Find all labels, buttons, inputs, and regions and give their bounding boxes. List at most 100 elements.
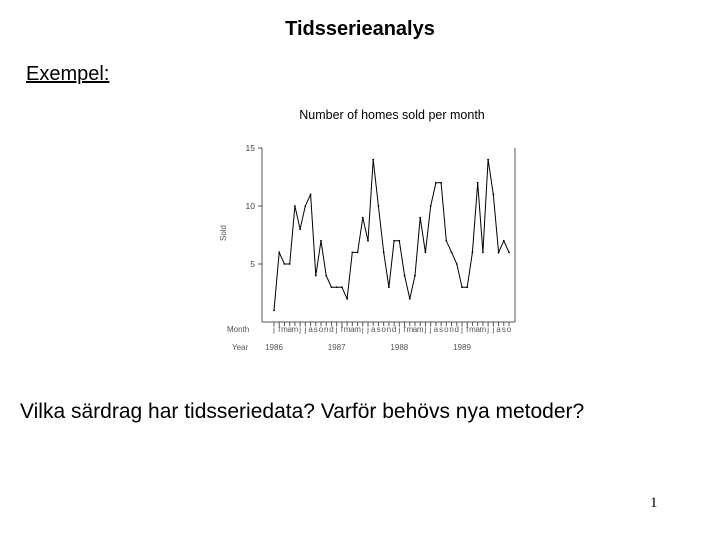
data-point	[508, 251, 510, 254]
month-tick-label: a	[475, 325, 480, 334]
month-tick-label: o	[381, 325, 386, 334]
month-tick-label: j	[361, 325, 364, 334]
data-point	[497, 251, 500, 254]
year-tick-label: 1987	[328, 343, 346, 352]
page-number: 1	[650, 495, 658, 511]
data-point	[387, 286, 390, 289]
data-point	[382, 251, 385, 254]
month-tick-label: s	[439, 325, 443, 334]
data-point	[367, 239, 369, 242]
month-tick-label: j	[303, 325, 306, 334]
month-tick-label: f	[278, 325, 281, 334]
slide-title: Tidsserieanalys	[285, 18, 435, 40]
month-tick-label: n	[324, 325, 328, 334]
year-tick-label: 1986	[265, 343, 283, 352]
month-tick-label: s	[314, 325, 318, 334]
data-point	[408, 297, 411, 300]
data-point	[424, 251, 427, 254]
month-tick-label: j	[335, 325, 338, 334]
year-tick-label: 1989	[453, 343, 471, 352]
data-point	[309, 193, 312, 196]
data-point	[481, 251, 484, 254]
month-tick-label: s	[502, 325, 506, 334]
month-tick-label: m	[281, 325, 288, 334]
month-tick-label: n	[387, 325, 391, 334]
data-point	[293, 205, 296, 207]
data-point	[455, 263, 458, 265]
month-tick-label: o	[444, 325, 449, 334]
data-point	[273, 309, 275, 312]
month-tick-label: m	[292, 325, 299, 334]
data-point	[429, 205, 432, 207]
month-tick-label: j	[424, 325, 427, 334]
month-tick-label: n	[449, 325, 453, 334]
month-tick-label: o	[507, 325, 512, 334]
data-point	[361, 216, 364, 219]
series-line	[273, 159, 510, 311]
data-point	[314, 274, 317, 277]
data-point	[440, 181, 443, 184]
data-point	[414, 274, 416, 277]
year-tick-label: 1988	[390, 343, 408, 352]
month-tick-label: m	[469, 325, 476, 334]
month-tick-label: j	[429, 325, 432, 334]
data-point	[445, 239, 448, 242]
month-tick-label: s	[376, 325, 380, 334]
month-tick-label: j	[366, 325, 369, 334]
data-point	[377, 205, 380, 207]
data-point	[461, 286, 463, 289]
data-point	[335, 286, 338, 289]
month-tick-label: m	[480, 325, 487, 334]
data-point	[304, 205, 307, 207]
y-tick-label: 15	[246, 143, 256, 153]
month-tick-label: m	[344, 325, 351, 334]
month-tick-label: j	[397, 325, 400, 334]
month-tick-label: j	[272, 325, 275, 334]
data-point	[299, 228, 302, 231]
month-tick-label: a	[287, 325, 292, 334]
data-point	[471, 251, 474, 254]
data-point	[476, 181, 479, 184]
month-tick-label: d	[329, 325, 333, 334]
data-point	[325, 274, 328, 277]
data-point	[466, 286, 469, 289]
data-point	[288, 263, 291, 265]
month-tick-label: j	[486, 325, 489, 334]
month-tick-label: j	[298, 325, 301, 334]
data-point	[502, 239, 505, 242]
month-tick-label: j	[460, 325, 463, 334]
data-point	[419, 216, 422, 219]
data-point	[393, 239, 396, 242]
year-row-label: Year	[232, 343, 249, 352]
data-point	[356, 251, 359, 254]
example-label: Exempel:	[26, 63, 110, 85]
y-tick-label: 5	[250, 259, 255, 269]
month-tick-label: a	[350, 325, 355, 334]
month-tick-label: j	[491, 325, 494, 334]
month-tick-label: d	[392, 325, 396, 334]
data-point	[320, 239, 322, 242]
month-tick-label: f	[466, 325, 469, 334]
month-tick-label: m	[406, 325, 413, 334]
month-tick-label: m	[417, 325, 424, 334]
data-point	[330, 286, 333, 289]
y-axis-label: Sold	[219, 225, 228, 241]
month-tick-label: a	[371, 325, 376, 334]
data-point	[283, 263, 286, 265]
data-point	[278, 251, 281, 254]
month-tick-label: a	[413, 325, 418, 334]
month-tick-label: f	[341, 325, 344, 334]
data-point	[403, 274, 406, 277]
month-tick-label: f	[403, 325, 406, 334]
month-row-label: Month	[227, 325, 249, 334]
data-point	[492, 193, 495, 196]
month-tick-label: a	[434, 325, 439, 334]
data-point	[346, 297, 349, 300]
data-point	[372, 158, 375, 161]
data-point	[340, 286, 343, 289]
data-point	[351, 251, 354, 254]
question-text: Vilka särdrag har tidsseriedata? Varför …	[20, 400, 585, 423]
y-tick-label: 10	[246, 201, 256, 211]
homes-sold-chart: Number of homes sold per month Sold 5 10 1…	[219, 108, 516, 352]
month-tick-label: a	[308, 325, 313, 334]
